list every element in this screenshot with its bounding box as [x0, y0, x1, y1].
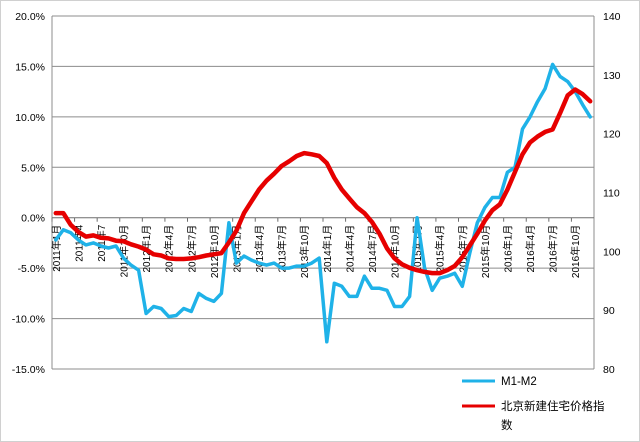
x-tick-label-10: 2013年7月 [276, 225, 289, 273]
legend-label-m1-m2: M1-M2 [501, 376, 537, 388]
x-tick-label-15: 2014年10月 [389, 225, 402, 278]
left-tick-label-2: -5.0% [18, 263, 45, 275]
right-tick-label-0: 80 [603, 364, 615, 376]
right-tick-label-4: 120 [603, 129, 621, 141]
axes [51, 16, 595, 369]
left-tick-label-3: 0.0% [21, 213, 45, 225]
x-tick-label-2: 2011年7 [95, 224, 108, 262]
x-tick-label-19: 2015年10月 [479, 225, 492, 278]
right-tick-label-5: 130 [603, 70, 621, 82]
x-tick-label-13: 2014年4月 [343, 225, 356, 273]
right-y-axis-labels: 80 90 100 110 120 130 140 [603, 11, 621, 376]
x-tick-label-12: 2014年1月 [321, 225, 334, 273]
left-tick-label-6: 15.0% [15, 61, 45, 73]
x-tick-label-6: 2012年7月 [185, 225, 198, 273]
series-layer [53, 62, 593, 344]
right-tick-label-2: 100 [603, 246, 621, 258]
left-tick-label-7: 20.0% [15, 11, 45, 23]
legend-label-beijing-index: 北京新建住宅价格指数 [501, 399, 605, 432]
right-tick-label-1: 90 [603, 305, 615, 317]
x-tick-label-23: 2016年10月 [569, 225, 582, 278]
left-tick-label-4: 5.0% [21, 162, 45, 174]
left-y-axis-labels: -15.0% -10.0% -5.0% 0.0% 5.0% 10.0% 15.0% 20.0% [12, 11, 45, 376]
left-tick-label-1: -10.0% [12, 314, 45, 326]
x-tick-label-20: 2016年1月 [501, 225, 514, 273]
left-tick-label-0: -15.0% [12, 364, 45, 376]
x-tick-label-5: 2012年4月 [163, 225, 176, 273]
series-line-1 [53, 87, 593, 276]
x-tick-label-17: 2015年4月 [434, 225, 447, 273]
x-tick-label-21: 2016年4月 [524, 225, 537, 273]
x-tick-label-14: 2014年7月 [366, 225, 379, 273]
x-tick-label-3: 2011年10月 [118, 225, 131, 278]
right-tick-label-3: 110 [603, 188, 620, 200]
right-tick-label-6: 140 [603, 11, 621, 23]
left-tick-label-5: 10.0% [15, 112, 45, 124]
x-tick-label-22: 2016年7月 [547, 225, 560, 273]
series-line-0 [54, 62, 592, 344]
legend: M1-M2 北京新建住宅价格指数 [462, 376, 605, 432]
x-tick-label-7: 2012年10月 [208, 225, 221, 278]
x-tick-label-11: 2013年10月 [298, 225, 311, 278]
gridlines [52, 15, 594, 370]
